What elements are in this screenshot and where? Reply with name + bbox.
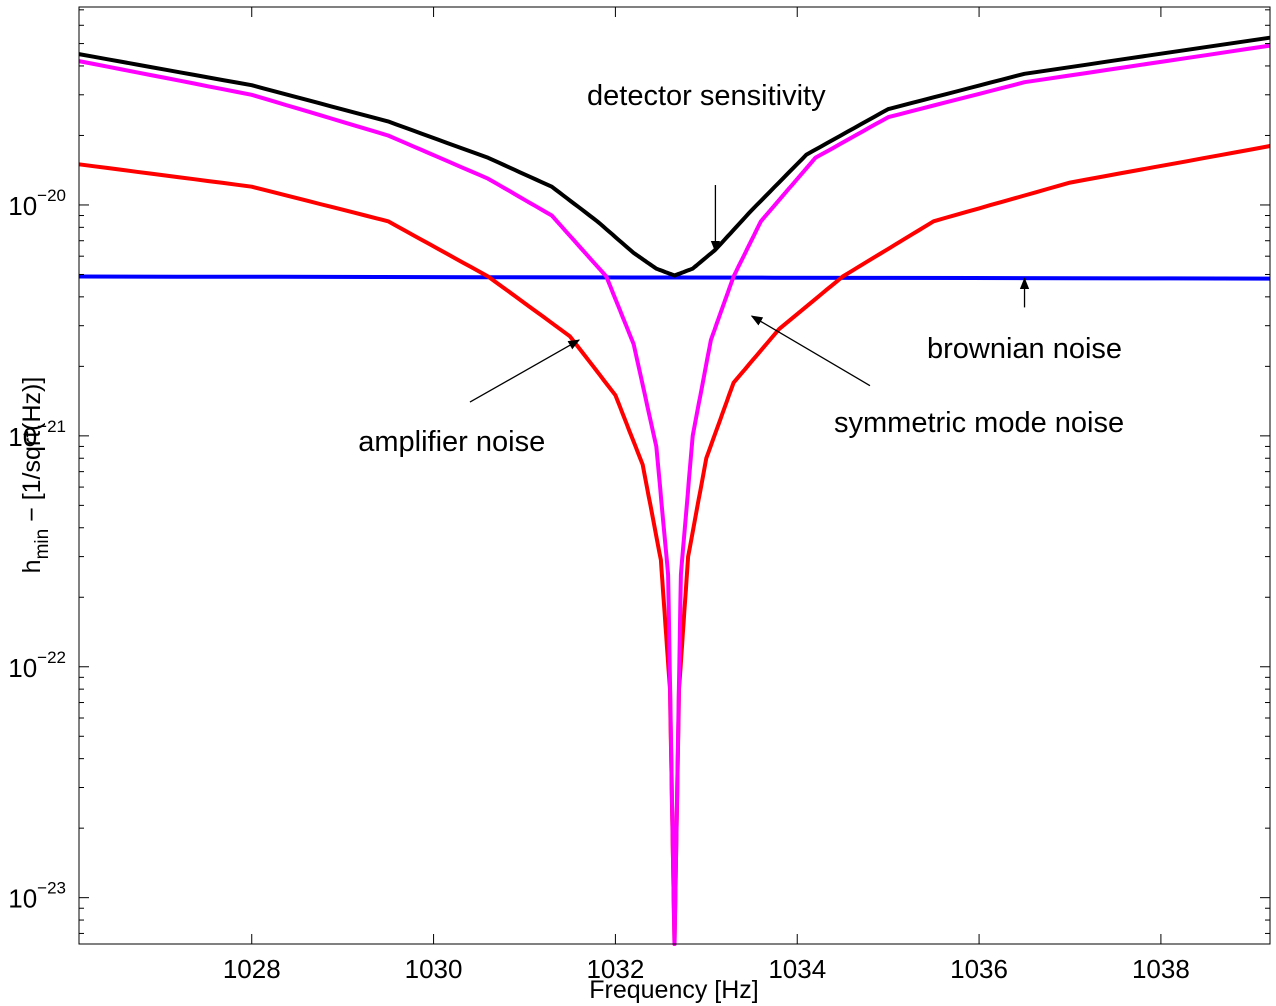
x-tick-label: 1038 bbox=[1132, 954, 1190, 984]
annotation-arrow-amplifier bbox=[469, 339, 581, 403]
ticks-layer: 1028 1030 1032 1034 1036 103810−2010−2110−221… bbox=[8, 7, 1270, 984]
x-tick-label: 1028 bbox=[223, 954, 281, 984]
y-tick-label-exponent: −21 bbox=[37, 417, 66, 436]
annotation-brownian: brownian noise bbox=[927, 333, 1122, 365]
y-axis-label-sub: min bbox=[32, 529, 53, 560]
y-tick-label-exponent: −22 bbox=[37, 648, 66, 667]
y-tick-label-exponent: −23 bbox=[37, 879, 66, 898]
x-tick-label: 1030 bbox=[405, 954, 463, 984]
x-axis-label: Frequency [Hz] bbox=[589, 976, 759, 1004]
series-line-detector bbox=[78, 35, 1271, 278]
x-tick-label: 1034 bbox=[768, 954, 826, 984]
y-axis-label: hmin − [1/sqrt(Hz)] bbox=[18, 377, 53, 574]
y-tick-label-exponent: −20 bbox=[37, 186, 66, 205]
y-axis-label-rest: − [1/sqrt(Hz)] bbox=[18, 377, 46, 529]
annotation-layer: detector sensitivity brownian noise symmet… bbox=[358, 80, 1124, 458]
y-tick-label-base: 10 bbox=[8, 653, 37, 683]
y-tick-label: 10−23 bbox=[8, 879, 66, 914]
series-layer bbox=[78, 35, 1271, 946]
annotation-amplifier: amplifier noise bbox=[358, 426, 545, 458]
y-tick-label: 10−21 bbox=[8, 417, 66, 452]
y-tick-label: 10−22 bbox=[8, 648, 66, 683]
annotation-detector: detector sensitivity bbox=[587, 80, 826, 112]
series-line-amplifier bbox=[78, 144, 1271, 946]
plot-frame bbox=[78, 6, 1271, 945]
annotation-symmetric: symmetric mode noise bbox=[834, 407, 1124, 439]
y-tick-label: 10−20 bbox=[8, 186, 66, 221]
x-tick-label: 1036 bbox=[950, 954, 1008, 984]
y-axis-label-main: h bbox=[18, 559, 46, 573]
x-tick-label: 1032 bbox=[586, 954, 644, 984]
y-tick-label-base: 10 bbox=[8, 191, 37, 221]
y-tick-label-base: 10 bbox=[8, 884, 37, 914]
y-tick-label-base: 10 bbox=[8, 422, 37, 452]
annotation-arrow-symmetric bbox=[750, 315, 871, 387]
